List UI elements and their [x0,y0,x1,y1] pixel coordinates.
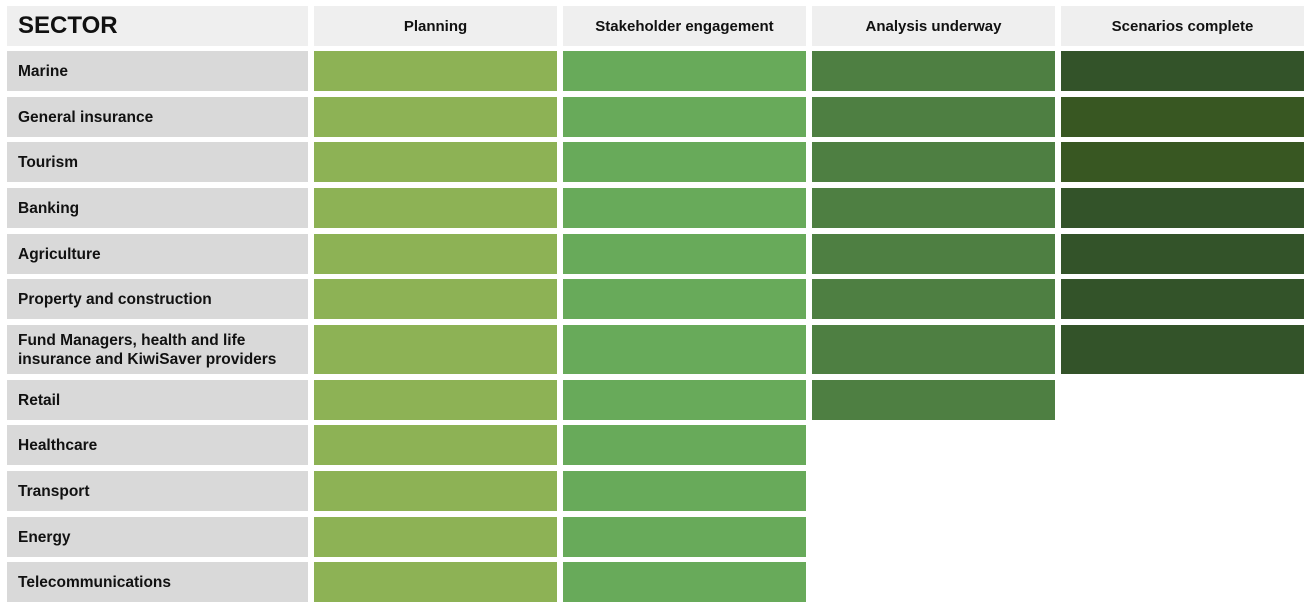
stage-bar [812,380,1055,420]
stage-bar [1061,188,1304,228]
sector-label: Tourism [7,142,308,182]
stage-bar [1061,234,1304,274]
stage-bar [812,142,1055,182]
sector-label: Fund Managers, health and life insurance… [7,325,308,374]
stage-bar [563,380,806,420]
sector-label: Healthcare [7,425,308,465]
stage-bar [314,51,557,91]
stage-bar [563,562,806,602]
stage-bar [314,234,557,274]
stage-bar [563,142,806,182]
stage-bar [563,325,806,374]
stage-bar [812,234,1055,274]
stage-bar [563,97,806,137]
stage-bar [314,425,557,465]
sector-label: Retail [7,380,308,420]
sector-label: General insurance [7,97,308,137]
stage-bar [1061,279,1304,319]
stage-bar [812,51,1055,91]
stage-bar [563,51,806,91]
stage-header-4: Scenarios complete [1061,6,1304,46]
stage-bar [563,234,806,274]
stage-bar [314,325,557,374]
stage-bar [314,188,557,228]
sector-label: Property and construction [7,279,308,319]
stage-bar [812,325,1055,374]
sector-label: Agriculture [7,234,308,274]
sector-label: Energy [7,517,308,557]
stage-bar [314,97,557,137]
stage-bar [314,279,557,319]
stage-bar [812,279,1055,319]
sector-label: Marine [7,51,308,91]
stage-header-3: Analysis underway [812,6,1055,46]
stage-bar [314,562,557,602]
stage-bar [563,517,806,557]
stage-bar [812,188,1055,228]
stage-bar [563,471,806,511]
stage-bar [1061,325,1304,374]
stage-bar [1061,51,1304,91]
stage-header-2: Stakeholder engagement [563,6,806,46]
stage-bar [314,517,557,557]
stage-bar [1061,97,1304,137]
sector-label: Transport [7,471,308,511]
sector-label: Banking [7,188,308,228]
stage-bar [1061,142,1304,182]
stage-bar [563,425,806,465]
stage-bar [812,97,1055,137]
stage-header-1: Planning [314,6,557,46]
stage-bar [563,279,806,319]
stage-bar [563,188,806,228]
stage-bar [314,142,557,182]
sector-header: SECTOR [7,6,308,46]
stage-bar [314,471,557,511]
sector-label: Telecommunications [7,562,308,602]
stage-bar [314,380,557,420]
